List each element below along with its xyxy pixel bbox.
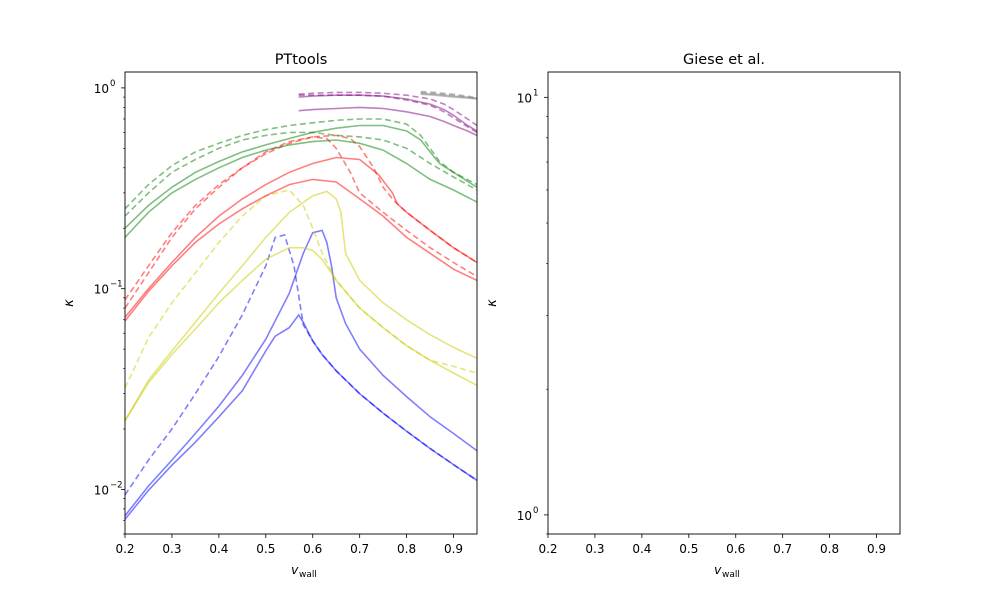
chart-title: PTtools [275, 52, 328, 68]
x-axis-label: v [714, 562, 722, 577]
y-axis-label: κ [62, 299, 77, 307]
series-line [125, 134, 477, 301]
x-tick-label: 0.3 [162, 542, 181, 556]
x-tick-label: 0.5 [256, 542, 275, 556]
chart-title: Giese et al. [683, 52, 765, 68]
y-tick-label: 10 [517, 509, 532, 523]
y-tick-label-exponent: 0 [110, 79, 115, 89]
y-tick-label: 10 [94, 483, 109, 497]
x-tick-label: 0.7 [773, 542, 792, 556]
series-line [298, 94, 477, 134]
series-line [125, 234, 477, 496]
series-line [125, 118, 477, 210]
series-line [125, 189, 477, 389]
x-tick-label: 0.9 [444, 542, 463, 556]
x-tick-label: 0.8 [820, 542, 839, 556]
series-line [125, 139, 477, 238]
series-line [125, 131, 477, 217]
series-line [298, 91, 477, 127]
axes-frame [124, 71, 478, 535]
x-tick-label: 0.2 [538, 542, 557, 556]
series-line [125, 313, 477, 520]
y-tick-label: 10 [94, 283, 109, 297]
series-line [298, 106, 477, 137]
x-axis-label-subscript: wall [722, 570, 740, 580]
series-line [125, 178, 477, 322]
x-tick-label: 0.5 [679, 542, 698, 556]
x-tick-label: 0.2 [115, 542, 134, 556]
panel-1: 0.2 0.3 0.4 0.5 0.6 0.7 0.8 0.910−210−110 0PTtoo… [62, 52, 478, 580]
series-line [298, 94, 477, 132]
series-line [125, 229, 477, 517]
y-axis-label: κ [485, 299, 500, 307]
series-line [420, 90, 477, 99]
x-tick-label: 0.6 [726, 542, 745, 556]
y-tick-label: 10 [94, 82, 109, 96]
x-tick-label: 0.3 [585, 542, 604, 556]
series-line [420, 91, 477, 100]
axes-frame [547, 71, 901, 535]
y-tick-label-exponent: 1 [533, 88, 538, 98]
x-axis-label-subscript: wall [299, 570, 317, 580]
x-axis-label: v [291, 562, 299, 577]
series-line [125, 124, 477, 229]
y-tick-label-exponent: −2 [110, 480, 123, 490]
y-tick-label: 10 [517, 91, 532, 105]
x-tick-label: 0.4 [209, 542, 228, 556]
series-line [125, 190, 477, 422]
y-tick-label-exponent: 0 [533, 506, 538, 516]
x-tick-label: 0.8 [397, 542, 416, 556]
y-tick-label-exponent: −1 [110, 280, 123, 290]
x-tick-label: 0.9 [867, 542, 886, 556]
x-tick-label: 0.6 [303, 542, 322, 556]
series-line [125, 136, 477, 309]
series-line [125, 246, 477, 422]
x-tick-label: 0.4 [632, 542, 651, 556]
x-tick-label: 0.7 [350, 542, 369, 556]
series-group [125, 90, 477, 520]
